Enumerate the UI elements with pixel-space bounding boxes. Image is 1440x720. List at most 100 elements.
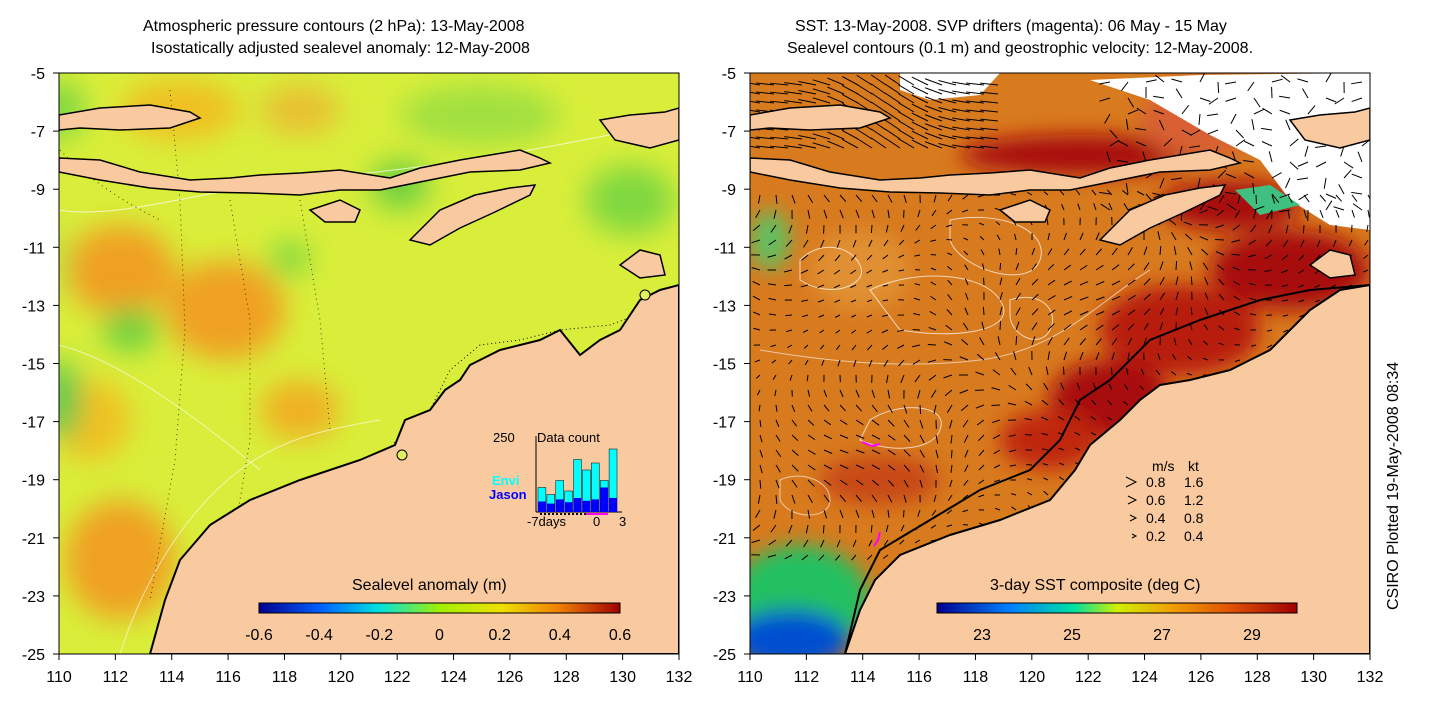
velocity-arrow: [1007, 402, 1017, 406]
velocity-arrow: [964, 449, 969, 458]
velocity-arrow: [1231, 253, 1241, 256]
velocity-arrow: [1202, 340, 1209, 346]
velocity-arrow: [1118, 140, 1129, 147]
velocity-arrow: [1226, 203, 1237, 211]
velocity-arrow: [818, 314, 825, 318]
velocity-arrow: [823, 479, 832, 486]
velocity-arrow: [1106, 189, 1113, 196]
velocity-arrow: [898, 84, 915, 95]
velocity-arrow: [788, 224, 793, 234]
legend-ms-value: 0.2: [1146, 528, 1166, 544]
velocity-arrow: [791, 464, 799, 472]
velocity-arrow: [767, 554, 777, 558]
velocity-arrow: [959, 389, 969, 394]
velocity-arrow: [839, 404, 846, 412]
velocity-arrow: [903, 404, 908, 414]
right-y-tick-label: -9: [722, 182, 736, 199]
velocity-arrow: [752, 224, 761, 232]
legend-ms-value: 0.4: [1146, 510, 1166, 526]
velocity-arrow: [1090, 432, 1097, 436]
velocity-arrow: [850, 299, 857, 303]
velocity-arrow: [919, 404, 922, 414]
velocity-arrow: [993, 449, 1001, 455]
velocity-arrow: [931, 209, 937, 217]
velocity-arrow: [770, 82, 789, 86]
velocity-arrow: [752, 524, 761, 531]
velocity-arrow: [917, 389, 921, 399]
velocity-arrow: [750, 109, 761, 113]
velocity-arrow: [1059, 462, 1065, 466]
velocity-arrow: [1111, 310, 1121, 316]
velocity-arrow: [853, 359, 857, 367]
velocity-arrow: [1122, 189, 1129, 196]
velocity-arrow: [1338, 184, 1345, 195]
velocity-arrow: [1043, 191, 1049, 196]
left-colorbar: Sealevel anomaly (m) -0.6 -0.4 -0.2 0 0.2 0.4…: [245, 577, 631, 644]
velocity-arrow: [791, 449, 799, 456]
velocity-arrow: [784, 82, 803, 86]
velocity-arrow: [784, 91, 803, 95]
velocity-arrow: [1175, 276, 1179, 286]
velocity-arrow: [964, 278, 969, 286]
velocity-arrow: [1106, 416, 1113, 421]
velocity-arrow: [1218, 293, 1225, 301]
velocity-arrow: [1143, 293, 1151, 301]
velocity-arrow: [1108, 383, 1113, 391]
velocity-arrow: [928, 374, 937, 381]
velocity-arrow: [786, 329, 793, 333]
velocity-arrow: [752, 280, 761, 286]
velocity-arrow: [1136, 107, 1147, 115]
velocity-arrow: [1143, 262, 1150, 271]
velocity-arrow: [1014, 233, 1017, 241]
velocity-arrow: [818, 554, 825, 561]
velocity-arrow: [1171, 78, 1183, 83]
velocity-arrow: [1181, 129, 1192, 136]
velocity-arrow: [791, 419, 797, 427]
velocity-arrow: [1127, 279, 1136, 286]
velocity-arrow: [933, 494, 937, 503]
velocity-arrow: [1027, 491, 1033, 496]
velocity-arrow: [1104, 113, 1111, 124]
velocity-arrow: [1152, 192, 1161, 196]
velocity-arrow: [884, 119, 901, 131]
velocity-arrow: [962, 494, 969, 500]
right-title-line1: SST: 13-May-2008. SVP drifters (magenta)…: [795, 18, 1227, 35]
velocity-arrow: [1062, 366, 1065, 376]
velocity-arrow: [870, 524, 873, 533]
velocity-arrow: [871, 209, 875, 219]
left-x-tick-label: 128: [553, 669, 580, 686]
velocity-arrow: [980, 118, 999, 122]
velocity-arrow: [1095, 338, 1102, 346]
velocity-arrow: [771, 359, 777, 364]
velocity-arrow: [837, 359, 841, 367]
velocity-arrow: [798, 134, 817, 140]
velocity-arrow: [775, 419, 780, 427]
legend-kt-value: 1.6: [1184, 474, 1204, 490]
velocity-arrow: [961, 338, 969, 346]
left-y-tick-label: -13: [22, 298, 45, 315]
velocity-arrow: [1025, 383, 1033, 391]
velocity-arrow: [887, 494, 893, 503]
velocity-arrow: [1031, 308, 1039, 316]
velocity-arrow: [919, 464, 925, 473]
velocity-arrow: [807, 389, 811, 397]
velocity-arrow: [943, 374, 953, 379]
velocity-arrow: [807, 209, 811, 219]
velocity-arrow: [758, 404, 761, 412]
velocity-arrow: [1063, 351, 1068, 361]
velocity-arrow: [784, 145, 803, 149]
velocity-arrow: [952, 81, 971, 86]
velocity-arrow: [1335, 194, 1342, 202]
velocity-arrow: [962, 322, 969, 331]
velocity-arrow: [803, 239, 809, 248]
velocity-arrow: [1031, 278, 1039, 286]
velocity-arrow: [980, 145, 999, 149]
inset-bar-jason: [609, 498, 617, 512]
left-x-tick-label: 114: [159, 669, 185, 686]
velocity-arrow: [1011, 493, 1017, 496]
velocity-arrow: [1264, 254, 1273, 260]
velocity-arrow: [823, 194, 830, 203]
velocity-arrow: [827, 140, 845, 149]
velocity-arrow: [855, 389, 860, 398]
velocity-arrow: [866, 329, 873, 334]
